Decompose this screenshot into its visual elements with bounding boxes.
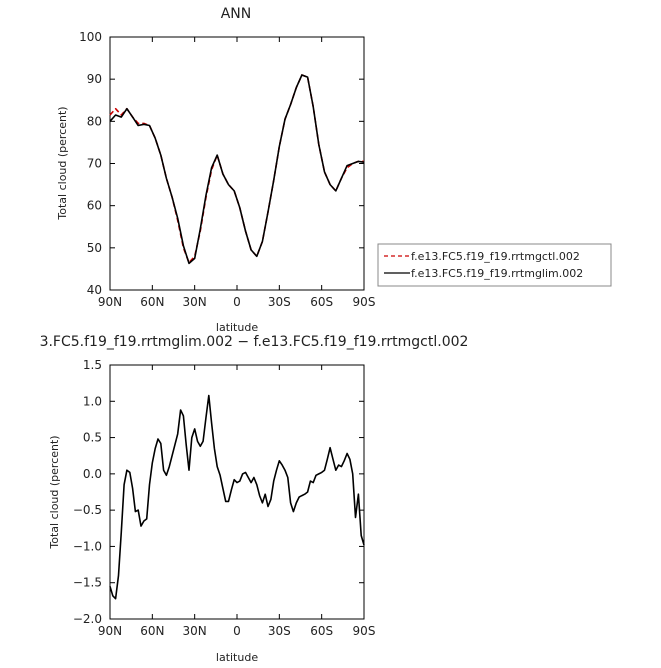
- x-tick-label: 60S: [310, 624, 333, 638]
- x-tick-label: 0: [233, 295, 241, 309]
- y-tick-label: −1.0: [73, 539, 102, 553]
- x-ticks-ann: 90N 60N 30N 0 30S 60S 90S: [98, 37, 376, 309]
- legend-label-ctl: f.e13.FC5.f19_f19.rrtmgctl.002: [411, 250, 580, 263]
- x-tick-label: 30S: [268, 295, 291, 309]
- y-axis-label-diff: Total cloud (percent): [48, 435, 61, 549]
- x-tick-label: 60N: [140, 295, 164, 309]
- x-tick-label: 30N: [183, 624, 207, 638]
- x-tick-label: 30S: [268, 624, 291, 638]
- y-tick-label: 1.0: [83, 394, 102, 408]
- y-ticks-diff: −2.0 −1.5 −1.0 −0.5 0.0 0.5 1.0 1.5: [73, 358, 364, 626]
- plot-frame-ann: [109, 36, 365, 291]
- y-tick-label: −1.5: [73, 576, 102, 590]
- y-tick-label: 0.0: [83, 467, 102, 481]
- y-tick-label: 0.5: [83, 431, 102, 445]
- y-tick-label: 70: [87, 157, 102, 171]
- chart-diff: 3.FC5.f19_f19.rrtmglim.002 − f.e13.FC5.f…: [40, 334, 469, 664]
- y-axis-label-ann: Total cloud (percent): [56, 106, 69, 220]
- x-ticks-diff: 90N 60N 30N 0 30S 60S 90S: [98, 365, 376, 638]
- y-tick-label: −2.0: [73, 612, 102, 626]
- y-tick-label: 60: [87, 199, 102, 213]
- x-tick-label: 60S: [310, 295, 333, 309]
- x-tick-label: 90N: [98, 624, 122, 638]
- x-tick-label: 90S: [353, 295, 376, 309]
- chart-title-ann: ANN: [221, 6, 252, 22]
- y-ticks-ann: 40 50 60 70 80 90 100: [79, 30, 364, 297]
- x-tick-label: 60N: [140, 624, 164, 638]
- series-line-1-0: [109, 394, 365, 600]
- x-axis-label-ann: latitude: [216, 321, 258, 334]
- y-tick-label: 1.5: [83, 358, 102, 372]
- x-tick-label: 30N: [183, 295, 207, 309]
- series-line-0-0: [109, 74, 364, 264]
- y-tick-label: −0.5: [73, 503, 102, 517]
- y-tick-label: 40: [87, 283, 102, 297]
- series-lines-diff: [109, 394, 365, 600]
- y-tick-label: 90: [87, 72, 102, 86]
- y-tick-label: 100: [79, 30, 102, 44]
- series-lines-ann: [109, 74, 365, 265]
- x-axis-label-diff: latitude: [216, 651, 258, 664]
- legend-label-lim: f.e13.FC5.f19_f19.rrtmglim.002: [411, 267, 583, 280]
- series-line-0-1: [109, 74, 365, 265]
- legend: f.e13.FC5.f19_f19.rrtmgctl.002 f.e13.FC5…: [377, 243, 612, 287]
- chart-title-diff: 3.FC5.f19_f19.rrtmglim.002 − f.e13.FC5.f…: [40, 334, 469, 350]
- legend-box: [377, 243, 612, 287]
- x-tick-label: 90N: [98, 295, 122, 309]
- y-tick-label: 50: [87, 241, 102, 255]
- x-tick-label: 90S: [353, 624, 376, 638]
- x-tick-label: 0: [233, 624, 241, 638]
- y-tick-label: 80: [87, 114, 102, 128]
